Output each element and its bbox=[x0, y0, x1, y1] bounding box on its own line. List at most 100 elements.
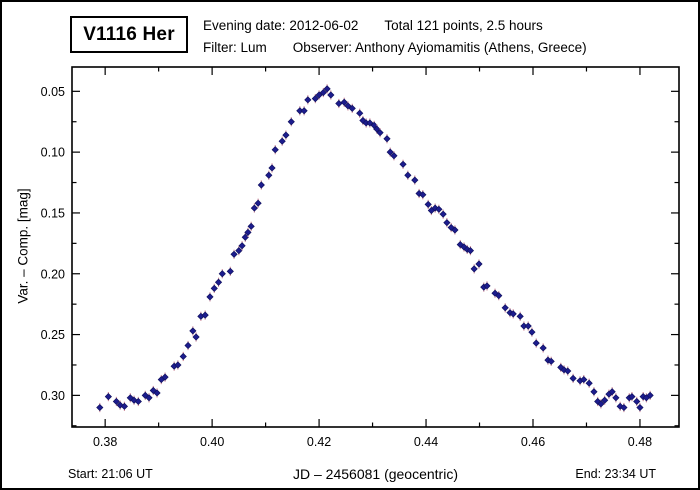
data-point bbox=[359, 116, 367, 125]
plot-frame bbox=[71, 66, 680, 428]
data-point bbox=[470, 265, 478, 273]
data-point bbox=[539, 344, 547, 352]
y-axis-label: Var. – Comp. [mag] bbox=[15, 188, 31, 304]
data-point bbox=[419, 191, 427, 199]
data-point bbox=[218, 270, 226, 278]
data-point bbox=[620, 403, 628, 412]
data-point bbox=[435, 205, 443, 213]
data-point bbox=[254, 199, 262, 207]
data-point bbox=[560, 366, 568, 374]
data-point bbox=[344, 102, 352, 110]
observation-header: Evening date: 2012-06-02 Total 121 point… bbox=[203, 15, 683, 59]
data-point bbox=[516, 312, 524, 320]
data-point bbox=[174, 361, 182, 369]
x-tick-label: 0.40 bbox=[200, 435, 224, 449]
data-point bbox=[404, 171, 412, 179]
data-point bbox=[373, 125, 381, 133]
data-point bbox=[238, 242, 246, 250]
total-points-text: Total 121 points, 2.5 hours bbox=[384, 18, 543, 33]
data-point bbox=[585, 379, 593, 387]
data-point bbox=[268, 164, 276, 172]
data-point bbox=[528, 328, 536, 336]
data-point bbox=[184, 341, 192, 350]
data-point bbox=[569, 374, 577, 382]
data-point bbox=[287, 118, 295, 126]
data-point bbox=[226, 267, 234, 275]
data-point bbox=[315, 91, 323, 99]
data-point bbox=[628, 393, 636, 401]
data-point bbox=[411, 176, 419, 184]
data-point bbox=[282, 131, 290, 139]
x-tick-label: 0.48 bbox=[628, 435, 652, 449]
data-point bbox=[443, 219, 451, 227]
data-point bbox=[501, 304, 509, 312]
data-point bbox=[265, 171, 273, 179]
data-point bbox=[300, 107, 308, 115]
data-point bbox=[636, 403, 644, 412]
data-point bbox=[104, 393, 112, 401]
data-point bbox=[319, 88, 327, 97]
y-tick-label: 0.30 bbox=[41, 389, 65, 403]
data-point bbox=[250, 204, 258, 212]
data-point bbox=[399, 160, 407, 168]
x-tick-label: 0.46 bbox=[521, 435, 545, 449]
filter-text: Filter: Lum bbox=[203, 40, 267, 55]
data-point bbox=[323, 85, 331, 93]
data-point bbox=[192, 333, 200, 341]
header-line-1: Evening date: 2012-06-02 Total 121 point… bbox=[203, 15, 683, 37]
data-point bbox=[348, 104, 356, 112]
data-point bbox=[447, 223, 455, 232]
data-point bbox=[235, 247, 243, 255]
data-point bbox=[612, 394, 620, 402]
data-point bbox=[424, 200, 432, 209]
data-point bbox=[179, 352, 187, 361]
y-tick-label: 0.20 bbox=[41, 267, 65, 281]
data-point bbox=[356, 109, 364, 117]
data-point bbox=[112, 397, 120, 406]
observer-text: Observer: Anthony Ayiomamitis (Athens, G… bbox=[292, 40, 587, 55]
x-tick-label: 0.38 bbox=[93, 435, 117, 449]
star-name-box: V1116 Her bbox=[70, 16, 188, 53]
data-point bbox=[590, 388, 598, 396]
data-point bbox=[206, 293, 214, 301]
data-point bbox=[376, 129, 384, 137]
data-point bbox=[214, 278, 223, 286]
data-point bbox=[153, 389, 161, 397]
data-point bbox=[451, 226, 459, 234]
data-point bbox=[633, 397, 641, 406]
header-line-2: Filter: Lum Observer: Anthony Ayiomamiti… bbox=[203, 37, 683, 59]
data-point bbox=[311, 95, 319, 103]
data-point bbox=[597, 400, 605, 408]
data-point bbox=[439, 210, 447, 218]
data-point bbox=[120, 402, 129, 410]
data-point bbox=[386, 148, 394, 156]
data-point bbox=[580, 375, 588, 384]
data-point bbox=[456, 240, 464, 249]
data-point bbox=[466, 247, 475, 255]
evening-date-text: Evening date: 2012-06-02 bbox=[203, 18, 359, 33]
data-point bbox=[340, 98, 348, 106]
data-point bbox=[547, 357, 555, 365]
data-point bbox=[646, 391, 654, 399]
data-point bbox=[189, 327, 197, 335]
y-tick-label: 0.25 bbox=[41, 328, 65, 342]
data-point bbox=[210, 284, 218, 292]
data-point bbox=[241, 233, 249, 241]
data-point bbox=[145, 394, 153, 402]
y-tick-label: 0.05 bbox=[41, 85, 65, 99]
data-point bbox=[244, 228, 252, 236]
data-point bbox=[247, 222, 255, 230]
data-point bbox=[483, 282, 491, 290]
data-point bbox=[475, 260, 483, 268]
data-point bbox=[601, 396, 609, 404]
x-tick-label: 0.42 bbox=[307, 435, 331, 449]
data-point bbox=[390, 152, 398, 160]
data-point bbox=[335, 99, 343, 108]
data-point bbox=[366, 119, 374, 127]
data-point bbox=[257, 181, 265, 189]
data-point bbox=[509, 310, 517, 318]
data-point bbox=[524, 322, 532, 330]
data-point bbox=[278, 137, 286, 145]
data-point bbox=[383, 135, 391, 143]
data-point bbox=[149, 386, 157, 395]
